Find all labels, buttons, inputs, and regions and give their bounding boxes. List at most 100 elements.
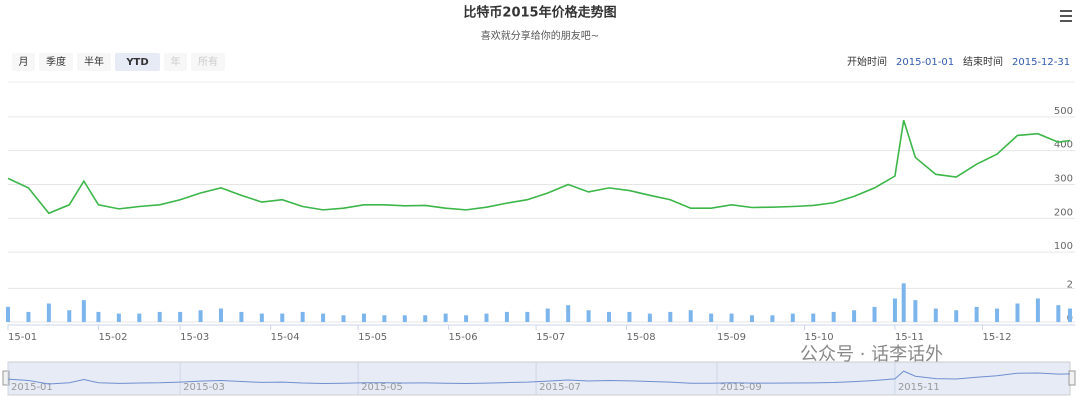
y2-tick-label: 2	[1067, 279, 1073, 290]
volume-bar	[1015, 303, 1020, 322]
volume-bar	[872, 306, 877, 322]
volume-bar	[198, 310, 203, 322]
range-button-label[interactable]: 季度	[46, 55, 66, 68]
volume-bar	[67, 310, 72, 322]
price-line	[7, 119, 1071, 215]
volume-bar	[586, 310, 591, 322]
navigator-label: 2015-11	[898, 382, 940, 393]
volume-bar	[116, 313, 121, 322]
volume-bar	[280, 313, 285, 322]
end-input[interactable]: 2015-12-31	[1012, 57, 1070, 68]
volume-bar	[913, 300, 918, 322]
x-tick-label: 15-02	[98, 332, 127, 343]
range-button-label[interactable]: 月	[19, 56, 29, 68]
range-button[interactable]	[77, 53, 111, 71]
volume-bar	[239, 311, 244, 322]
range-button[interactable]	[39, 53, 73, 71]
chart-subtitle: 喜欢就分享给你的朋友吧~	[481, 29, 599, 42]
volume-bar	[218, 308, 223, 322]
volume-bar	[464, 315, 469, 322]
range-button-label: 所有	[198, 55, 218, 68]
volume-bar	[901, 283, 906, 322]
start-input[interactable]: 2015-01-01	[896, 57, 954, 68]
volume-bar	[831, 311, 836, 322]
range-button-label: 年	[171, 55, 181, 68]
navigator-handle[interactable]	[1068, 370, 1076, 386]
volume-bar	[382, 315, 387, 322]
x-tick-label: 15-01	[8, 332, 37, 343]
range-button	[191, 53, 225, 71]
y-tick-label: 300	[1054, 174, 1073, 185]
y-tick-label: 200	[1054, 207, 1073, 218]
volume-bar	[892, 298, 897, 322]
x-tick-label: 15-07	[536, 332, 565, 343]
volume-bar	[1068, 308, 1072, 322]
volume-bar	[688, 310, 693, 322]
navigator-label: 2015-05	[361, 382, 403, 393]
volume-bar	[668, 311, 673, 322]
volume-bar	[545, 308, 550, 322]
x-tick-label: 15-11	[895, 332, 924, 343]
volume-bar	[607, 311, 612, 322]
navigator-label: 2015-03	[183, 382, 225, 393]
volume-bar	[749, 315, 754, 322]
volume-bar	[729, 313, 734, 322]
volume-bar	[954, 310, 959, 322]
volume-bar	[852, 310, 857, 322]
x-tick-label: 15-03	[180, 332, 209, 343]
volume-bar	[933, 308, 938, 322]
navigator-handle[interactable]	[2, 370, 10, 386]
volume-bar	[647, 313, 652, 322]
volume-bar	[709, 313, 714, 322]
volume-bar	[1056, 305, 1061, 322]
volume-bar	[1035, 298, 1040, 322]
volume-bar	[6, 306, 10, 322]
start-label: 开始时间	[847, 55, 887, 68]
x-tick-label: 15-09	[717, 332, 746, 343]
volume-bar	[995, 308, 1000, 322]
y-tick-label: 500	[1054, 106, 1073, 117]
end-label: 结束时间	[963, 55, 1003, 68]
volume-bar	[259, 313, 264, 322]
x-tick-label: 15-04	[271, 332, 300, 343]
volume-bar	[361, 313, 366, 322]
range-button-label[interactable]: YTD	[125, 57, 148, 68]
navigator-line	[7, 370, 1071, 385]
y-tick-label: 100	[1054, 241, 1073, 252]
volume-bar	[423, 315, 428, 322]
navigator-label: 2015-01	[11, 382, 53, 393]
volume-bar	[974, 306, 979, 322]
x-tick-label: 15-06	[449, 332, 478, 343]
chart-title: 比特币2015年价格走势图	[463, 5, 616, 21]
volume-bar	[157, 311, 162, 322]
volume-bar	[46, 303, 51, 322]
volume-bar	[26, 311, 31, 322]
menu-icon[interactable]	[1060, 10, 1072, 22]
y-tick-label: 400	[1054, 140, 1073, 151]
range-button[interactable]	[12, 53, 35, 71]
volume-bar	[504, 311, 509, 322]
volume-bar	[484, 313, 489, 322]
volume-bar	[566, 305, 571, 322]
range-button-label[interactable]: 半年	[84, 55, 104, 68]
volume-bar	[81, 300, 86, 322]
volume-bar	[770, 315, 775, 322]
volume-bar	[525, 311, 530, 322]
range-button[interactable]	[115, 53, 160, 71]
watermark: 公众号 · 话李话外	[800, 344, 943, 365]
navigator-label: 2015-09	[720, 382, 762, 393]
x-tick-label: 15-12	[982, 332, 1011, 343]
volume-bar	[321, 313, 326, 322]
x-tick-label: 15-05	[358, 332, 387, 343]
volume-bar	[443, 313, 448, 322]
range-button	[164, 53, 187, 71]
volume-bar	[627, 311, 632, 322]
x-tick-label: 15-08	[627, 332, 656, 343]
volume-bar	[341, 315, 346, 322]
x-tick-label: 15-10	[805, 332, 834, 343]
volume-bar	[790, 313, 795, 322]
volume-bar	[300, 311, 305, 322]
volume-bar	[137, 313, 142, 322]
volume-bar	[402, 315, 407, 322]
volume-bar	[96, 311, 101, 322]
